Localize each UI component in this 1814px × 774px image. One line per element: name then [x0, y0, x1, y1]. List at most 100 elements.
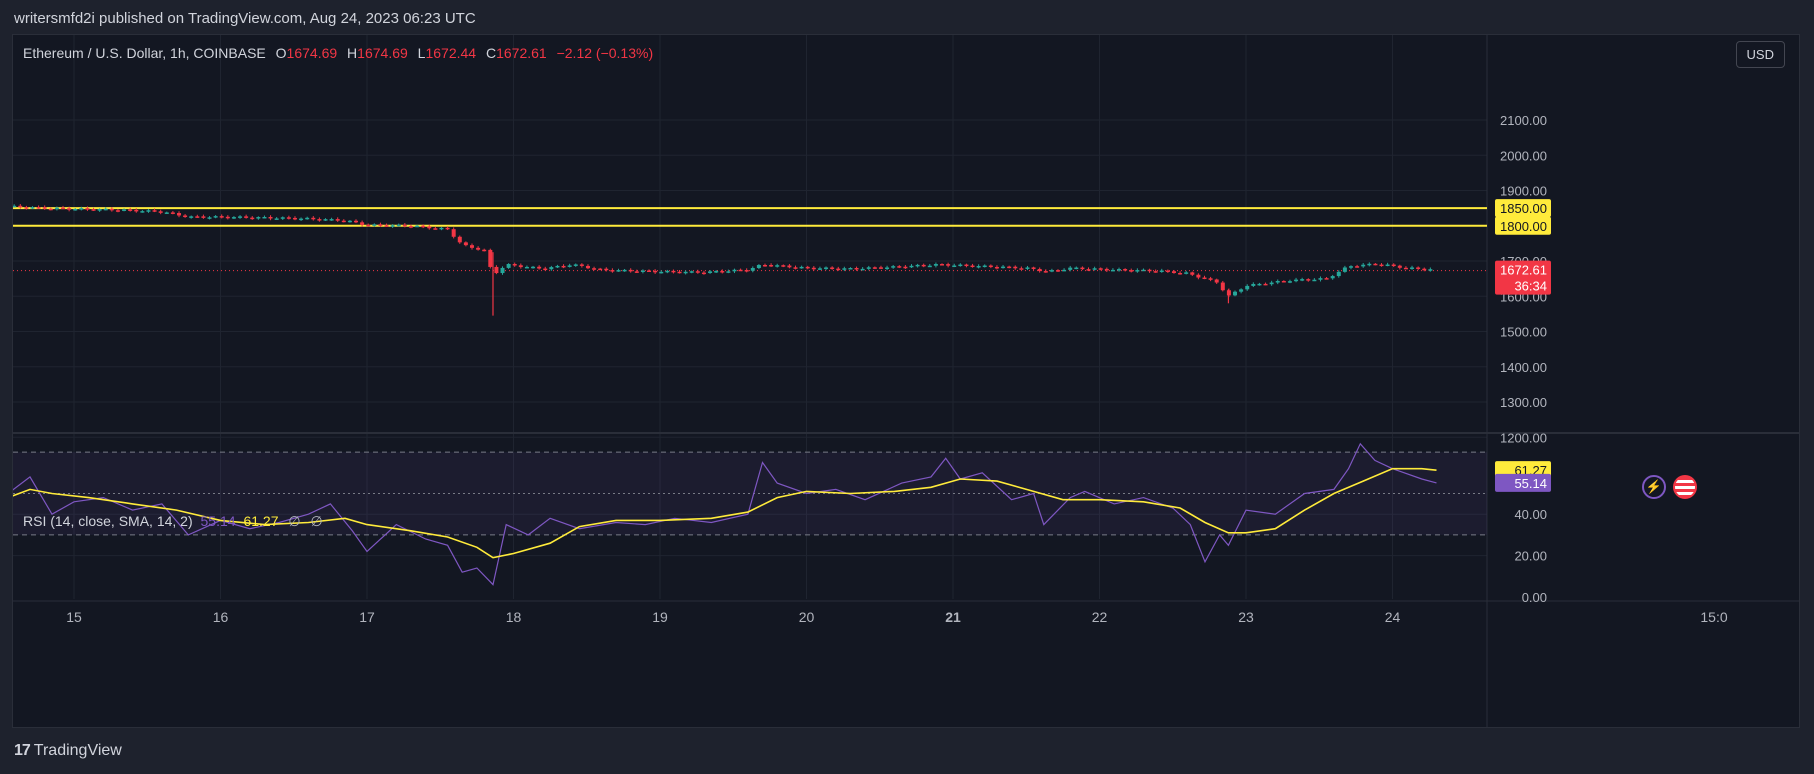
candle-body: [738, 269, 743, 272]
candle-body: [1348, 266, 1353, 268]
candle-body: [647, 270, 652, 272]
candle-body: [695, 271, 700, 273]
tradingview-logo-icon: 17: [14, 742, 31, 759]
currency-button[interactable]: USD: [1735, 41, 1785, 68]
chart-canvas[interactable]: 2100.002000.001900.001800.001700.001600.…: [13, 35, 1800, 728]
rsi-legend-value: 55.14: [200, 513, 236, 529]
candle-body: [122, 209, 127, 211]
candle-body: [708, 271, 713, 274]
candle-body: [207, 217, 212, 219]
candle-body: [488, 249, 493, 267]
candle-body: [415, 225, 420, 228]
candle-body: [994, 266, 999, 269]
lightning-icon[interactable]: ⚡: [1642, 475, 1666, 499]
candle-body: [817, 268, 822, 270]
candle-body: [195, 216, 200, 218]
change-value: −2.12 (−0.13%): [556, 45, 654, 61]
badge-last-price-text: 36:34: [1514, 279, 1547, 294]
candle-body: [1153, 271, 1158, 273]
candle-body: [1300, 279, 1305, 281]
time-tick-label: 19: [652, 609, 668, 625]
candle-body: [860, 268, 865, 271]
candle-body: [305, 217, 310, 220]
candle-body: [683, 271, 688, 274]
candle-body: [103, 208, 108, 211]
candle-body: [921, 264, 926, 267]
chart-panel[interactable]: 2100.002000.001900.001800.001700.001600.…: [12, 34, 1800, 728]
empty-set-icon-2: ∅: [310, 513, 323, 529]
candle-body: [354, 220, 359, 223]
rsi-title[interactable]: RSI (14, close, SMA, 14, 2): [23, 513, 193, 529]
candle-body: [561, 265, 566, 268]
candle-body: [598, 268, 603, 271]
candle-body: [946, 264, 951, 266]
rsi-legend: RSI (14, close, SMA, 14, 2) 55.14 61.27 …: [23, 513, 323, 530]
candle-body: [653, 270, 658, 273]
candle-body: [1324, 278, 1329, 280]
candle-body: [604, 268, 609, 271]
candle-body: [1294, 279, 1299, 282]
candle-body: [225, 216, 230, 219]
us-flag-icon[interactable]: [1673, 475, 1697, 499]
candle-body: [335, 219, 340, 221]
candle-body: [134, 209, 139, 212]
candle-body: [268, 216, 273, 219]
badge-rsi-text: 55.14: [1514, 476, 1547, 491]
candle-body: [1025, 267, 1030, 269]
candle-body: [585, 265, 590, 269]
candle-body: [1184, 272, 1189, 274]
candle-body: [714, 271, 719, 273]
rsi-tick-label: 0.00: [1522, 590, 1547, 605]
candle-body: [366, 224, 371, 227]
candle-body: [537, 266, 542, 269]
candle-body: [1001, 266, 1006, 269]
candle-body: [1202, 277, 1207, 280]
candle-body: [48, 208, 53, 211]
candle-body: [854, 268, 859, 270]
candle-body: [1117, 269, 1122, 271]
candle-body: [1403, 267, 1408, 270]
rsi-line: [13, 442, 1437, 586]
candle-body: [170, 212, 175, 214]
candle-body: [756, 264, 761, 269]
candle-body: [360, 222, 365, 225]
candle-body: [372, 224, 377, 226]
candle-body: [1379, 264, 1384, 267]
candle-body: [793, 267, 798, 269]
candle-body: [91, 209, 96, 211]
badge-1850-bg: [1495, 199, 1551, 218]
candle-body: [323, 219, 328, 221]
symbol-title[interactable]: Ethereum / U.S. Dollar, 1h, COINBASE: [23, 45, 266, 61]
candle-body: [518, 265, 523, 268]
candle-body: [872, 267, 877, 269]
candle-body: [1385, 264, 1390, 267]
candle-body: [1422, 268, 1427, 271]
candle-body: [500, 267, 505, 274]
candle-body: [402, 224, 407, 227]
candle-body: [1428, 269, 1433, 271]
candle-body: [482, 249, 487, 252]
candle-body: [836, 268, 841, 271]
candle-body: [97, 209, 102, 211]
candle-body: [769, 264, 774, 267]
candle-body: [24, 207, 29, 209]
candle-body: [524, 266, 529, 269]
candle-body: [286, 217, 291, 219]
candle-body: [811, 267, 816, 270]
candle-body: [73, 208, 78, 211]
candle-body: [1110, 269, 1115, 272]
candle-body: [396, 224, 401, 227]
candle-body: [878, 267, 883, 269]
candle-body: [531, 266, 536, 269]
candle-body: [775, 265, 780, 267]
price-tick-label: 1200.00: [1500, 430, 1547, 445]
candle-body: [1233, 291, 1238, 296]
candle-body: [592, 268, 597, 270]
footer-brand[interactable]: 17 TradingView: [14, 742, 122, 760]
candle-body: [1208, 278, 1213, 280]
candle-body: [1086, 269, 1091, 271]
candle-body: [970, 265, 975, 268]
candle-body: [476, 247, 481, 250]
candle-body: [329, 219, 334, 221]
candle-body: [830, 267, 835, 269]
